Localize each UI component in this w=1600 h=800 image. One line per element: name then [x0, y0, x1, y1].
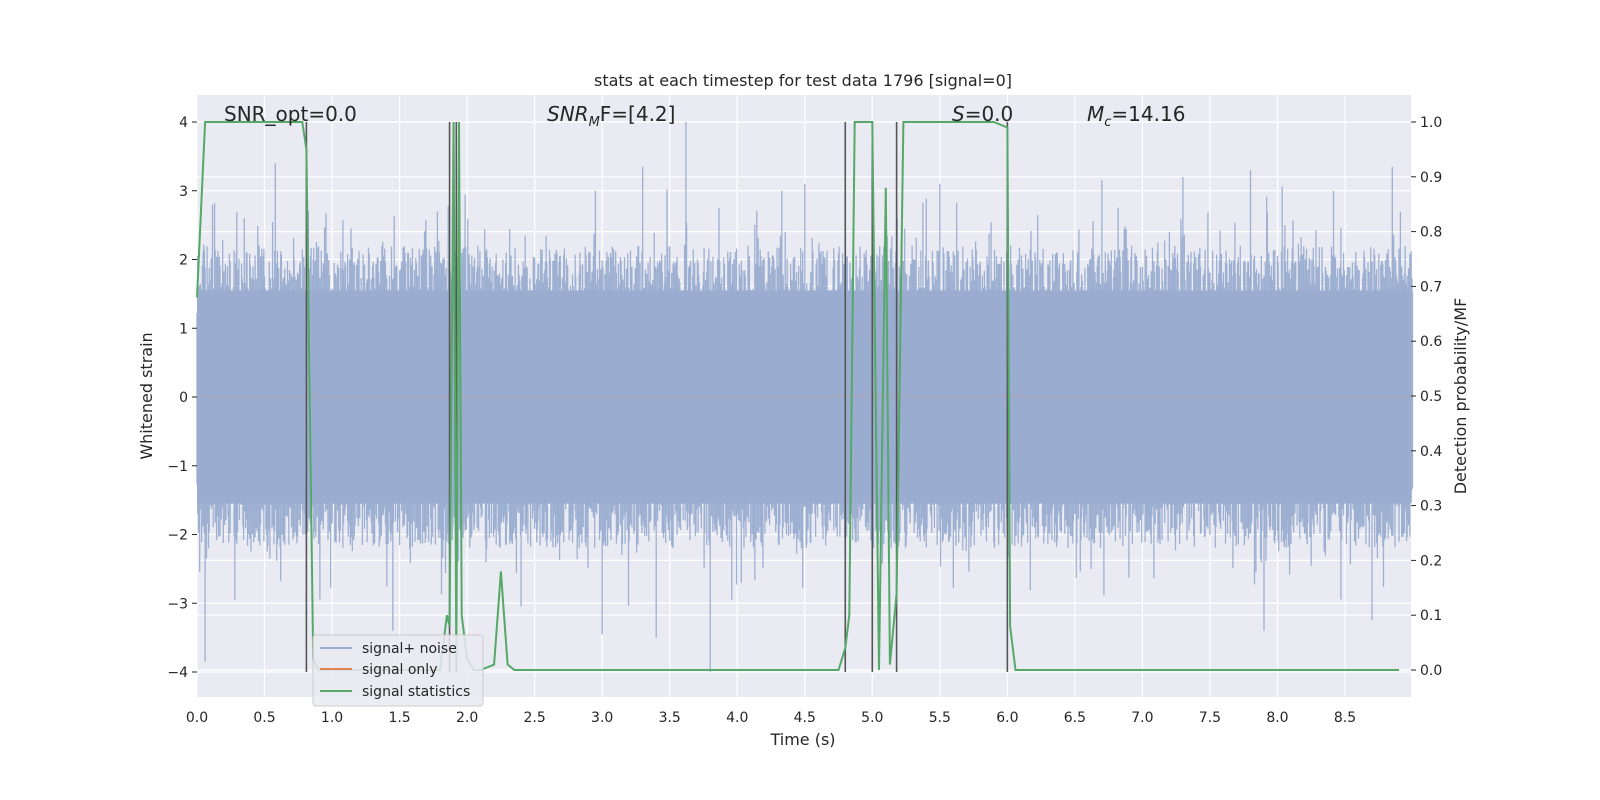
y-right-tick-label: 0.3	[1420, 499, 1442, 515]
legend-box	[312, 634, 484, 707]
x-tick-label: 5.0	[861, 710, 883, 726]
x-tick-label: 6.0	[996, 710, 1018, 726]
annotation-snr-opt: SNR_opt=0.0	[224, 102, 357, 126]
chart-title: stats at each timestep for test data 179…	[594, 71, 1012, 90]
y-right-tick-label: 0.0	[1420, 663, 1442, 679]
y-right-tick-label: 0.5	[1420, 389, 1442, 405]
x-tick-label: 1.0	[321, 710, 343, 726]
y-left-tick-label: 1	[179, 321, 188, 337]
legend-label-signal-statistics: signal statistics	[362, 684, 470, 700]
y-left-tick-label: 2	[179, 253, 188, 269]
x-tick-label: 0.0	[186, 710, 208, 726]
annotation-s: S=0.0	[952, 102, 1013, 126]
y-right-tick-label: 0.4	[1420, 444, 1442, 460]
x-axis-label: Time (s)	[769, 730, 835, 749]
y-right-tick-label: 0.2	[1420, 553, 1442, 569]
y-left-tick-label: −3	[167, 596, 188, 612]
legend-label-signal-only: signal only	[362, 662, 437, 678]
x-tick-label: 3.0	[591, 710, 613, 726]
annotation-snr-mf-main: SNR	[547, 102, 589, 126]
x-tick-label: 2.5	[524, 710, 546, 726]
legend-label-signal-noise: signal+ noise	[362, 641, 457, 657]
annotation-mc-rest: =14.16	[1111, 102, 1185, 126]
y-right-tick-label: 0.7	[1420, 279, 1442, 295]
x-tick-label: 3.5	[659, 710, 681, 726]
annotation-snr-mf-rest: F=[4.2]	[600, 102, 676, 126]
statistics-series	[196, 121, 1399, 671]
signal-statistics-line	[196, 121, 1399, 671]
y-axis-label-right: Detection probability/MF	[1451, 298, 1470, 495]
y-left-tick-label: 3	[179, 184, 188, 200]
legend: signal+ noise signal only signal statist…	[312, 634, 484, 707]
x-tick-label: 5.5	[929, 710, 951, 726]
y-right-tick-label: 0.8	[1420, 225, 1442, 241]
annotation-mc-main: M	[1087, 102, 1104, 126]
y-right-tick-label: 1.0	[1420, 115, 1442, 131]
x-tick-label: 7.0	[1131, 710, 1153, 726]
x-tick-label: 6.5	[1064, 710, 1086, 726]
x-tick-label: 2.0	[456, 710, 478, 726]
y-axis-label-left: Whitened strain	[137, 332, 156, 459]
y-right-tick-label: 0.9	[1420, 170, 1442, 186]
strain-series	[196, 122, 1414, 672]
x-tick-label: 4.0	[726, 710, 748, 726]
signal-noise-core	[197, 290, 1411, 504]
y-left-tick-label: 4	[179, 115, 188, 131]
annotation-s-main: S	[952, 102, 965, 126]
y-left-tick-label: −2	[167, 528, 188, 544]
y-right-tick-label: 0.1	[1420, 608, 1442, 624]
y-left-tick-label: −4	[167, 665, 188, 681]
x-tick-label: 8.5	[1334, 710, 1356, 726]
y-right-tick-label: 0.6	[1420, 334, 1442, 350]
annotation-mc: Mc=14.16	[1087, 102, 1185, 130]
y-left-tick-label: 0	[179, 390, 188, 406]
axes: 0.0 0.5 1.0 1.5 2.0 2.5 3.0 3.5 4.0 4.5 5.0 5.5 6.0 6…	[167, 115, 1442, 726]
annotation-snr-mf-sub: M	[589, 115, 600, 130]
annotation-s-rest: =0.0	[965, 102, 1014, 126]
x-tick-label: 0.5	[253, 710, 275, 726]
annotation-snr-mf: SNRMF=[4.2]	[547, 102, 675, 130]
x-tick-label: 1.5	[388, 710, 410, 726]
x-tick-label: 8.0	[1266, 710, 1288, 726]
x-tick-label: 7.5	[1199, 710, 1221, 726]
x-tick-label: 4.5	[794, 710, 816, 726]
y-left-tick-label: −1	[167, 459, 188, 475]
annotation-mc-sub: c	[1104, 115, 1111, 130]
